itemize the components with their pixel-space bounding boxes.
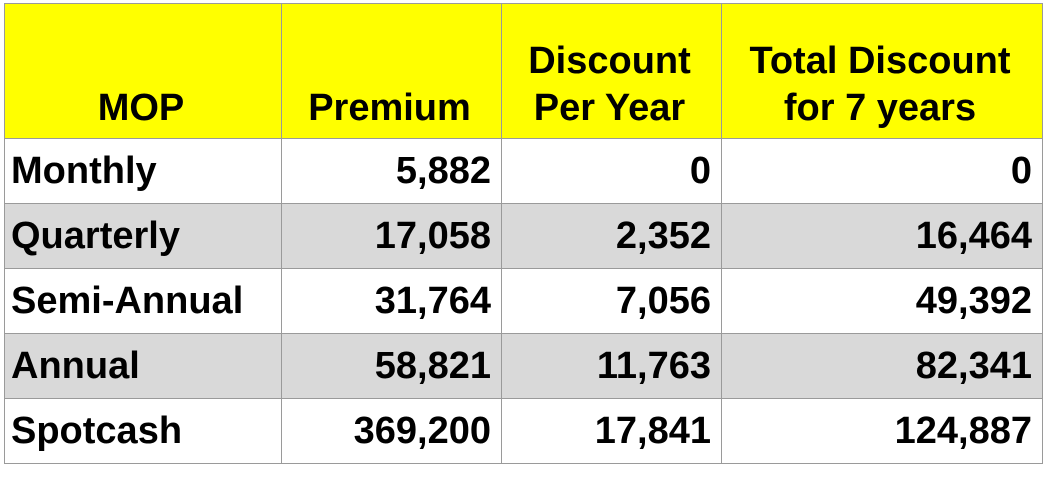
cell-premium: 5,882: [281, 138, 502, 204]
cell-premium: 31,764: [281, 268, 502, 334]
cell-mop: Monthly: [4, 138, 282, 204]
header-mop-line: MOP: [97, 87, 185, 129]
header-total-line-1: Total Discount: [749, 40, 1011, 82]
header-discount-per-year: Discount Per Year: [501, 3, 722, 139]
table-row-spotcash: Spotcash 369,200 17,841 124,887: [4, 398, 1043, 464]
table-row-quarterly: Quarterly 17,058 2,352 16,464: [4, 203, 1043, 269]
cell-mop: Semi-Annual: [4, 268, 282, 334]
header-total-discount: Total Discount for 7 years: [721, 3, 1043, 139]
cell-discount-per-year: 17,841: [501, 398, 722, 464]
cell-premium: 17,058: [281, 203, 502, 269]
header-total-line-2: for 7 years: [783, 87, 977, 129]
cell-mop: Spotcash: [4, 398, 282, 464]
cell-total-discount: 82,341: [721, 333, 1043, 399]
cell-total-discount: 124,887: [721, 398, 1043, 464]
cell-discount-per-year: 7,056: [501, 268, 722, 334]
header-row: MOP Premium Discount Per Year Total Disc…: [4, 3, 1043, 139]
header-mop: MOP: [4, 3, 282, 139]
header-premium-line: Premium: [308, 87, 471, 129]
cell-discount-per-year: 2,352: [501, 203, 722, 269]
header-discount-line-2: Per Year: [533, 87, 686, 129]
cell-discount-per-year: 11,763: [501, 333, 722, 399]
header-premium: Premium: [281, 3, 502, 139]
cell-total-discount: 0: [721, 138, 1043, 204]
table-row-monthly: Monthly 5,882 0 0: [4, 138, 1043, 204]
table-row-annual: Annual 58,821 11,763 82,341: [4, 333, 1043, 399]
cell-total-discount: 16,464: [721, 203, 1043, 269]
header-discount-line-1: Discount: [528, 40, 691, 82]
cell-premium: 58,821: [281, 333, 502, 399]
mop-discount-table: MOP Premium Discount Per Year Total Disc…: [4, 3, 1043, 464]
table-row-semi-annual: Semi-Annual 31,764 7,056 49,392: [4, 268, 1043, 334]
cell-premium: 369,200: [281, 398, 502, 464]
cell-mop: Quarterly: [4, 203, 282, 269]
cell-discount-per-year: 0: [501, 138, 722, 204]
cell-total-discount: 49,392: [721, 268, 1043, 334]
cell-mop: Annual: [4, 333, 282, 399]
